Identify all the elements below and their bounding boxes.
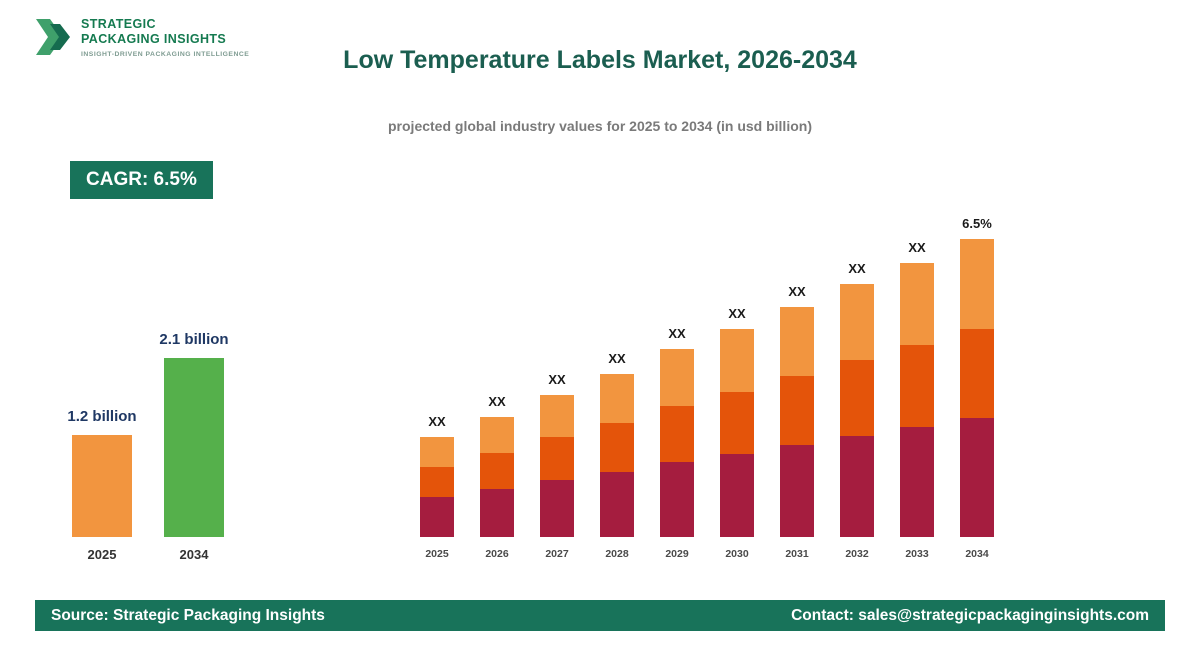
summary-bar-column-2034: 2.1 billion 2034 [159, 326, 228, 562]
summary-bar-column-2025: 1.2 billion 2025 [67, 326, 136, 562]
summary-bar-value-label-2025: 1.2 billion [67, 408, 137, 425]
stacked-bar-segment-2030-1 [720, 392, 754, 454]
stacked-bar-2030 [720, 329, 754, 537]
stacked-bar-value-label-2032: XX [848, 261, 866, 276]
stacked-bar-value-label-2026: XX [488, 394, 506, 409]
stacked-bar-column-2032: XX 2032 [840, 205, 874, 560]
logo-line-2: PACKAGING INSIGHTS [81, 32, 227, 46]
stacked-bar-segment-2034-0 [960, 239, 994, 329]
stacked-bar-segment-2025-0 [420, 437, 454, 467]
stacked-bar-2031 [780, 307, 814, 537]
stacked-bar-segment-2031-0 [780, 307, 814, 376]
stacked-bar-segment-2029-1 [660, 406, 694, 462]
stacked-bar-column-2025: XX 2025 [420, 205, 454, 560]
stacked-bar-x-label-2027: 2027 [545, 548, 569, 560]
summary-bar-2025 [72, 435, 132, 537]
stacked-bar-segment-2033-0 [900, 263, 934, 345]
stacked-bar-x-label-2029: 2029 [665, 548, 689, 560]
stacked-bar-segment-2026-2 [480, 489, 514, 537]
summary-bar-value-label-2034: 2.1 billion [159, 331, 229, 348]
summary-bar-2034 [164, 358, 224, 537]
stacked-bar-value-label-2028: XX [608, 351, 626, 366]
summary-bar-chart: 1.2 billion 2025 2.1 billion 2034 [67, 326, 228, 562]
stacked-bar-segment-2028-1 [600, 423, 634, 472]
stacked-bar-segment-2029-2 [660, 462, 694, 537]
stacked-bar-2032 [840, 284, 874, 537]
stacked-bar-segment-2025-1 [420, 467, 454, 497]
stacked-bar-segment-2032-2 [840, 436, 874, 537]
stacked-bar-x-label-2033: 2033 [905, 548, 929, 560]
stacked-bar-column-2034: 6.5% 2034 [960, 205, 994, 560]
stacked-bar-column-2027: XX 2027 [540, 205, 574, 560]
stacked-bar-value-label-2030: XX [728, 306, 746, 321]
stacked-bar-segment-2028-0 [600, 374, 634, 423]
summary-bar-x-label-2025: 2025 [87, 547, 117, 562]
logo-text: STRATEGIC PACKAGING INSIGHTS INSIGHT-DRI… [81, 14, 249, 58]
stacked-bar-column-2029: XX 2029 [660, 205, 694, 560]
stacked-bar-segment-2030-2 [720, 454, 754, 537]
stacked-bar-value-label-2027: XX [548, 372, 566, 387]
stacked-bar-segment-2026-0 [480, 417, 514, 453]
stacked-bar-segment-2032-0 [840, 284, 874, 360]
stacked-bar-segment-2027-0 [540, 395, 574, 437]
stacked-bar-chart: XX 2025 XX 2026 XX 2027 XX 2028 XX 2029 XX 2030 XX 20… [420, 205, 994, 560]
stacked-bar-value-label-2034: 6.5% [962, 216, 992, 231]
stacked-bar-2028 [600, 374, 634, 537]
stacked-bar-segment-2034-2 [960, 418, 994, 537]
stacked-bar-2034 [960, 239, 994, 537]
page-title: Low Temperature Labels Market, 2026-2034 [343, 46, 857, 74]
stacked-bar-value-label-2031: XX [788, 284, 806, 299]
logo-tagline: INSIGHT-DRIVEN PACKAGING INTELLIGENCE [81, 51, 250, 58]
stacked-bar-column-2028: XX 2028 [600, 205, 634, 560]
stacked-bar-column-2033: XX 2033 [900, 205, 934, 560]
logo: STRATEGIC PACKAGING INSIGHTS INSIGHT-DRI… [35, 14, 249, 60]
stacked-bar-segment-2033-1 [900, 345, 934, 427]
stacked-bar-segment-2034-1 [960, 329, 994, 418]
stacked-bar-column-2031: XX 2031 [780, 205, 814, 560]
footer-contact: Contact: sales@strategicpackaginginsight… [791, 606, 1149, 624]
stacked-bar-segment-2031-2 [780, 445, 814, 537]
stacked-bar-segment-2030-0 [720, 329, 754, 392]
stacked-bar-x-label-2030: 2030 [725, 548, 749, 560]
stacked-bar-segment-2032-1 [840, 360, 874, 436]
stacked-bar-2027 [540, 395, 574, 537]
stacked-bar-column-2026: XX 2026 [480, 205, 514, 560]
stacked-bar-column-2030: XX 2030 [720, 205, 754, 560]
footer-bar: Source: Strategic Packaging Insights Con… [35, 600, 1165, 631]
stacked-bar-x-label-2026: 2026 [485, 548, 509, 560]
summary-bar-x-label-2034: 2034 [179, 547, 209, 562]
logo-line-1: STRATEGIC [81, 17, 156, 31]
logo-chevron-icon [36, 19, 70, 55]
stacked-bar-segment-2033-2 [900, 427, 934, 537]
stacked-bar-segment-2027-1 [540, 437, 574, 480]
stacked-bar-segment-2028-2 [600, 472, 634, 537]
cagr-badge: CAGR: 6.5% [70, 161, 213, 199]
stacked-bar-segment-2031-1 [780, 376, 814, 445]
stacked-bar-x-label-2032: 2032 [845, 548, 869, 560]
stacked-bar-value-label-2033: XX [908, 240, 926, 255]
stacked-bar-2033 [900, 263, 934, 537]
stacked-bar-segment-2026-1 [480, 453, 514, 489]
stacked-bar-value-label-2025: XX [428, 414, 446, 429]
stacked-bar-segment-2029-0 [660, 349, 694, 406]
chart-subtitle: projected global industry values for 202… [388, 118, 812, 134]
stacked-bar-x-label-2031: 2031 [785, 548, 809, 560]
stacked-bar-2026 [480, 417, 514, 537]
stacked-bar-2025 [420, 437, 454, 537]
footer-source: Source: Strategic Packaging Insights [51, 606, 325, 624]
stacked-bar-segment-2027-2 [540, 480, 574, 537]
stacked-bar-x-label-2028: 2028 [605, 548, 629, 560]
stacked-bar-value-label-2029: XX [668, 326, 686, 341]
stacked-bar-2029 [660, 349, 694, 537]
stacked-bar-x-label-2025: 2025 [425, 548, 449, 560]
stacked-bar-segment-2025-2 [420, 497, 454, 537]
stacked-bar-x-label-2034: 2034 [965, 548, 989, 560]
